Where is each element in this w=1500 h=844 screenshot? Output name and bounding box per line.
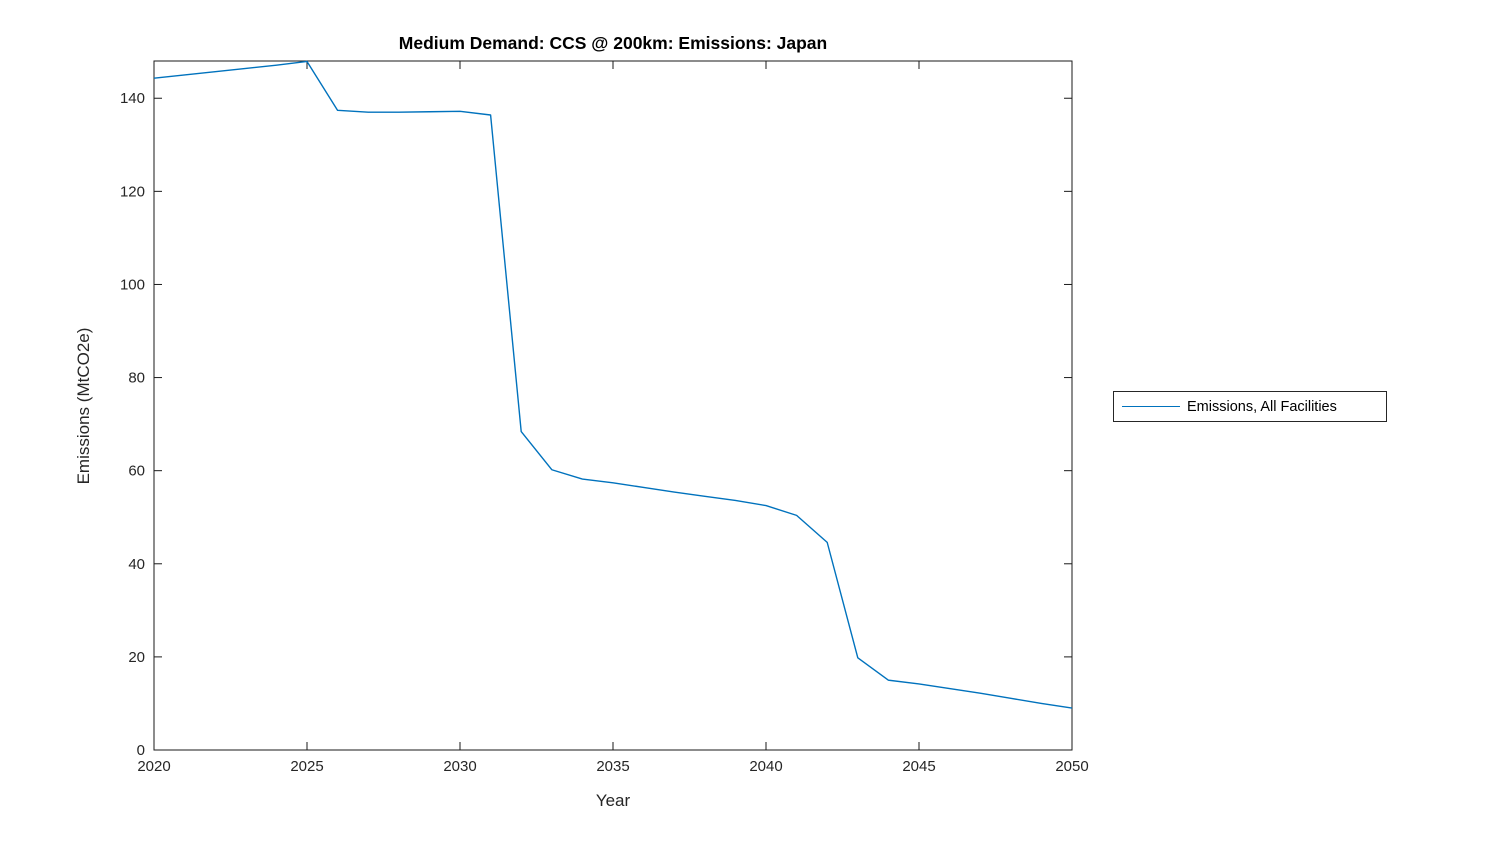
y-tick-label: 60 [128, 463, 145, 480]
x-tick-label: 2050 [1055, 758, 1088, 775]
legend-box: Emissions, All Facilities [1113, 391, 1387, 422]
y-tick-label: 0 [137, 742, 145, 759]
legend-label: Emissions, All Facilities [1187, 398, 1337, 415]
x-tick-label: 2030 [443, 758, 476, 775]
x-tick-label: 2025 [290, 758, 323, 775]
y-axis-label: Emissions (MtCO2e) [74, 327, 93, 485]
x-tick-label: 2020 [137, 758, 170, 775]
y-tick-label: 80 [128, 370, 145, 387]
y-tick-label: 20 [128, 649, 145, 666]
legend-line-sample-icon [1122, 405, 1180, 408]
chart-title: Medium Demand: CCS @ 200km: Emissions: J… [398, 33, 828, 53]
y-tick-label: 120 [120, 183, 145, 200]
x-tick-label: 2045 [902, 758, 935, 775]
y-tick-label: 40 [128, 556, 145, 573]
x-axis-label: Year [595, 791, 631, 810]
y-tick-label: 100 [120, 276, 145, 293]
axes-box [153, 60, 1073, 751]
x-tick-label: 2035 [596, 758, 629, 775]
y-tick-label: 140 [120, 90, 145, 107]
legend-line-sample [1122, 405, 1180, 407]
x-tick-label: 2040 [749, 758, 782, 775]
emissions-line [153, 60, 1073, 709]
